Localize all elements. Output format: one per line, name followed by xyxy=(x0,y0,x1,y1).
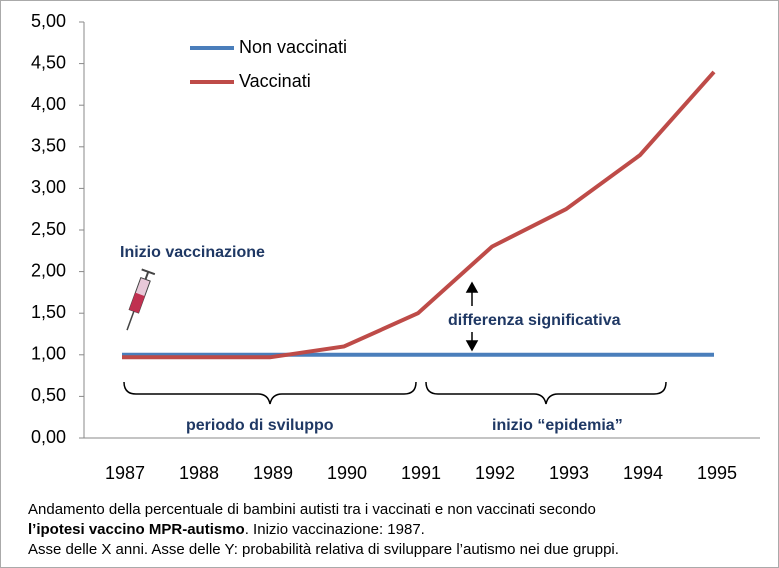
caption-text: l’ipotesi vaccino MPR-autismo xyxy=(28,521,245,538)
braces xyxy=(123,381,667,405)
y-tick-label: 0,50 xyxy=(31,385,66,405)
annotation: periodo di sviluppo xyxy=(186,417,334,434)
y-tick-label: 2,00 xyxy=(31,260,66,280)
y-tick-label: 2,50 xyxy=(31,219,66,239)
x-tick-label: 1995 xyxy=(697,463,737,483)
y-tick-label: 4,50 xyxy=(31,52,66,72)
x-tick-label: 1987 xyxy=(105,463,145,483)
x-tick-label: 1989 xyxy=(253,463,293,483)
y-tick-label: 4,00 xyxy=(31,94,66,114)
x-tick-label: 1990 xyxy=(327,463,367,483)
y-tick-label: 5,00 xyxy=(31,11,66,31)
caption-line: l’ipotesi vaccino MPR-autismo. Inizio va… xyxy=(28,521,425,538)
annotation: Inizio vaccinazione xyxy=(120,244,265,261)
caption-line: Andamento della percentuale di bambini a… xyxy=(28,501,596,518)
annotation: inizio “epidemia” xyxy=(492,417,623,434)
arrows xyxy=(465,281,479,352)
annotation: differenza significativa xyxy=(448,312,621,329)
caption-text: . Inizio vaccinazione: 1987. xyxy=(245,521,425,538)
legend-label: Non vaccinati xyxy=(239,37,347,57)
x-tick-label: 1993 xyxy=(549,463,589,483)
x-tick-label: 1988 xyxy=(179,463,219,483)
syringe-icon xyxy=(126,268,156,331)
y-tick-label: 0,00 xyxy=(31,427,66,447)
y-tick-label: 3,00 xyxy=(31,177,66,197)
x-tick-label: 1991 xyxy=(401,463,441,483)
caption-line: Asse delle X anni. Asse delle Y: probabi… xyxy=(28,541,619,558)
y-tick-label: 3,50 xyxy=(31,136,66,156)
x-tick-label: 1994 xyxy=(623,463,663,483)
y-tick-label: 1,00 xyxy=(31,344,66,364)
y-tick-label: 1,50 xyxy=(31,302,66,322)
caption: Andamento della percentuale di bambini a… xyxy=(28,501,619,558)
line-series xyxy=(122,70,716,360)
x-tick-label: 1992 xyxy=(475,463,515,483)
caption-text: Asse delle X anni. Asse delle Y: probabi… xyxy=(28,541,619,558)
legend-label: Vaccinati xyxy=(239,71,311,91)
caption-text: Andamento della percentuale di bambini a… xyxy=(28,501,596,518)
